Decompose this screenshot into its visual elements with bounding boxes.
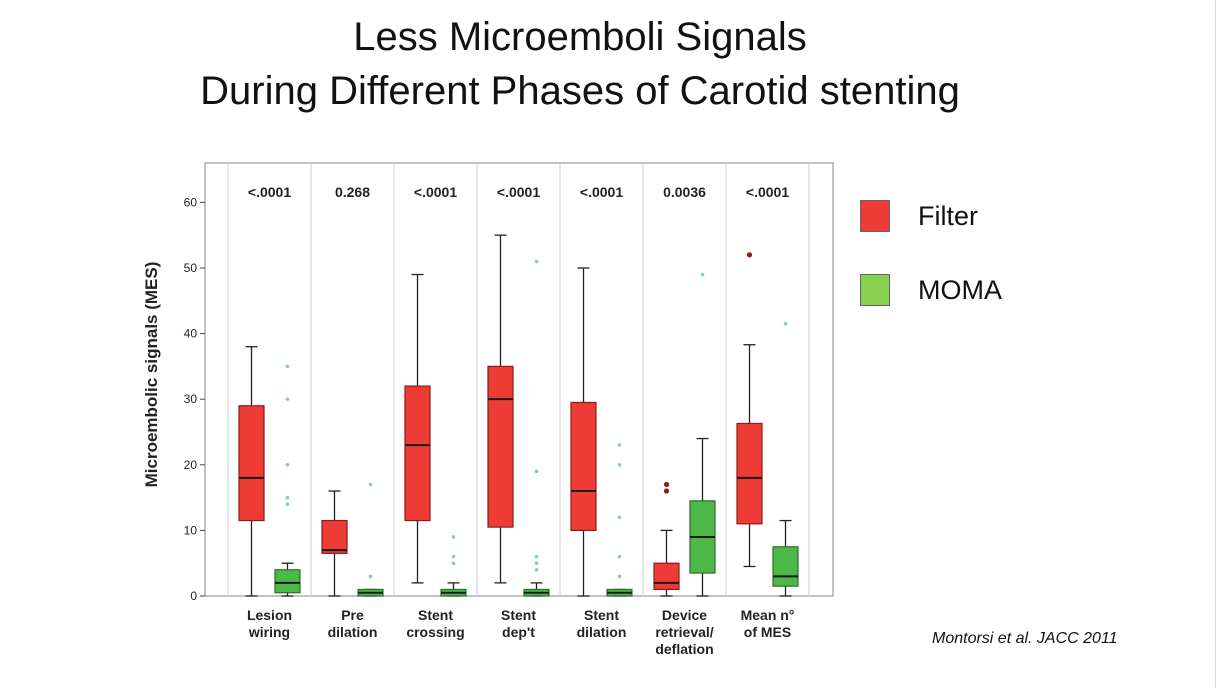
box-moma-7 (772, 546, 799, 587)
legend-swatch-filter (860, 200, 890, 232)
outlier-moma-2 (368, 482, 373, 487)
slide-title: Less Microemboli Signals During Differen… (0, 10, 1160, 118)
outlier-moma-5 (617, 554, 622, 559)
outlier-filter-6 (663, 488, 670, 494)
chart-axes (200, 162, 834, 597)
outlier-moma-1 (285, 364, 290, 369)
outlier-moma-3 (451, 535, 456, 539)
outlier-moma-4 (534, 259, 539, 264)
category-label: dilation (328, 624, 378, 640)
outlier-moma-4 (534, 469, 539, 474)
p-value-label: <.0001 (497, 184, 540, 200)
outlier-moma-1 (285, 502, 290, 506)
category-label: wiring (248, 624, 290, 640)
box-filter-4 (487, 365, 514, 528)
outlier-moma-5 (617, 515, 622, 520)
outlier-moma-6 (700, 272, 705, 277)
outlier-moma-4 (534, 567, 539, 572)
outlier-moma-5 (617, 574, 622, 579)
slide-title-line-1: Less Microemboli Signals (353, 15, 807, 59)
category-label: Stent (501, 607, 536, 623)
p-value-label: <.0001 (746, 184, 789, 200)
box-moma-1 (274, 569, 301, 594)
p-value-label: <.0001 (580, 184, 623, 200)
outlier-filter-7 (746, 252, 753, 258)
legend-item-moma: MOMA (860, 270, 1002, 310)
outlier-moma-3 (451, 561, 456, 565)
p-value-label: <.0001 (414, 184, 457, 200)
outlier-moma-5 (617, 443, 622, 447)
legend-item-filter: Filter (860, 196, 1002, 236)
category-label: dilation (577, 624, 627, 640)
box-filter-1 (238, 405, 265, 522)
y-tick-label: 20 (184, 458, 198, 472)
outlier-moma-4 (534, 561, 539, 565)
p-value-label: 0.268 (335, 184, 370, 200)
outlier-moma-4 (534, 554, 539, 559)
p-value-label: <.0001 (248, 184, 291, 200)
category-label: dep't (502, 624, 535, 640)
y-tick-label: 0 (190, 589, 197, 603)
chart-legend: Filter MOMA (860, 196, 1002, 344)
slide-edge-divider (1215, 0, 1224, 688)
y-tick-label: 30 (184, 392, 198, 406)
plot-frame (204, 162, 834, 597)
box-filter-6 (653, 562, 680, 591)
y-tick-label: 40 (184, 327, 198, 341)
category-label: Stent (584, 607, 619, 623)
p-value-label: 0.0036 (663, 184, 706, 200)
box-filter-5 (570, 401, 597, 531)
category-label: Stent (418, 607, 453, 623)
y-tick-label: 50 (184, 261, 198, 275)
category-label: deflation (655, 641, 713, 657)
category-label: crossing (406, 624, 464, 640)
outlier-moma-1 (285, 462, 290, 467)
slide-title-line-2: During Different Phases of Carotid stent… (200, 69, 960, 113)
citation: Montorsi et al. JACC 2011 (932, 630, 1118, 647)
box-filter-2 (321, 519, 348, 554)
outlier-moma-7 (783, 321, 788, 326)
box-filter-7 (736, 422, 763, 525)
category-label: Pre (341, 607, 364, 623)
legend-swatch-moma (860, 274, 890, 306)
outlier-moma-5 (617, 462, 622, 467)
category-label: Device (662, 607, 707, 623)
category-label: of MES (744, 624, 791, 640)
outlier-moma-3 (451, 554, 456, 559)
legend-label-filter: Filter (918, 200, 978, 231)
box-filter-3 (404, 385, 431, 522)
legend-label-moma: MOMA (918, 274, 1002, 305)
y-tick-label: 10 (184, 523, 198, 537)
chart-labels: 0 10 20 30 40 50 60 Microembolic signals (MES) <… (142, 184, 794, 657)
chart-marks (238, 234, 799, 597)
outlier-moma-1 (285, 495, 290, 500)
y-tick-label: 60 (184, 195, 198, 209)
outlier-moma-2 (368, 574, 373, 579)
y-axis-label: Microembolic signals (MES) (142, 262, 161, 488)
category-label: Lesion (247, 607, 292, 623)
category-label: retrieval/ (655, 624, 713, 640)
category-label: Mean n° (741, 607, 795, 623)
outlier-filter-6 (663, 481, 670, 488)
outlier-moma-1 (285, 397, 290, 401)
